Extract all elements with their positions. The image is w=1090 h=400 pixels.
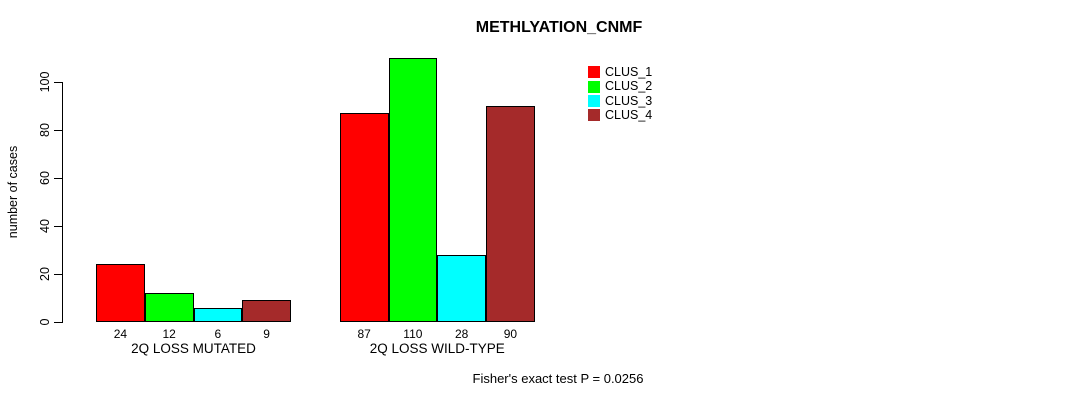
- legend-label: CLUS_3: [605, 93, 653, 108]
- y-axis-label: number of cases: [6, 145, 20, 239]
- bar-CLUS_3-mutated: [193, 307, 243, 322]
- legend-label: CLUS_1: [605, 65, 653, 79]
- bar-value-label: 87: [357, 327, 371, 341]
- legend-label: CLUS_2: [605, 79, 653, 94]
- y-tick-label: 40: [37, 219, 52, 233]
- bar-CLUS_1-mutated: [96, 264, 145, 322]
- legend-item-CLUS_3: CLUS_3: [588, 95, 652, 108]
- bar-value-label: 12: [162, 327, 176, 341]
- y-tick-label: 80: [37, 123, 52, 137]
- y-tick-label: 20: [37, 267, 52, 281]
- y-tick-label: 60: [37, 171, 52, 185]
- bar-CLUS_2-wild-type: [388, 58, 438, 322]
- bar-CLUS_4-mutated: [242, 300, 291, 322]
- bar-CLUS_3-wild-type: [437, 254, 486, 322]
- legend-item-CLUS_4: CLUS_4: [588, 109, 652, 122]
- y-tick: [54, 274, 62, 275]
- chart-title: METHLYATION_CNMF: [475, 19, 643, 36]
- legend-label: CLUS_4: [605, 108, 653, 123]
- bar-CLUS_4-wild-type: [486, 106, 535, 322]
- bar-value-label: 6: [214, 327, 222, 341]
- y-tick: [54, 82, 62, 83]
- y-tick-label: 100: [37, 71, 52, 93]
- y-axis-line: [62, 82, 63, 323]
- bar-value-label: 28: [454, 327, 469, 341]
- x-category-label: 2Q LOSS MUTATED: [131, 341, 256, 356]
- bar-value-label: 110: [403, 327, 423, 341]
- bar-CLUS_1-wild-type: [339, 113, 389, 322]
- legend-color-swatch: [588, 66, 600, 79]
- bar-value-label: 90: [503, 327, 518, 341]
- x-category-label: 2Q LOSS WILD-TYPE: [369, 341, 505, 356]
- bar-value-label: 9: [263, 327, 270, 341]
- legend-item-CLUS_2: CLUS_2: [588, 80, 652, 93]
- y-tick: [54, 322, 62, 323]
- legend-color-swatch: [588, 109, 600, 122]
- annotation-text: Fisher's exact test P = 0.0256: [472, 371, 644, 386]
- bar-CLUS_2-mutated: [144, 293, 194, 322]
- legend-color-swatch: [588, 80, 600, 93]
- legend-item-CLUS_1: CLUS_1: [588, 66, 652, 79]
- y-tick: [54, 226, 62, 227]
- y-tick: [54, 178, 62, 179]
- bar-value-label: 24: [113, 327, 128, 341]
- y-tick: [54, 130, 62, 131]
- legend-color-swatch: [588, 95, 600, 108]
- y-tick-label: 0: [37, 318, 52, 326]
